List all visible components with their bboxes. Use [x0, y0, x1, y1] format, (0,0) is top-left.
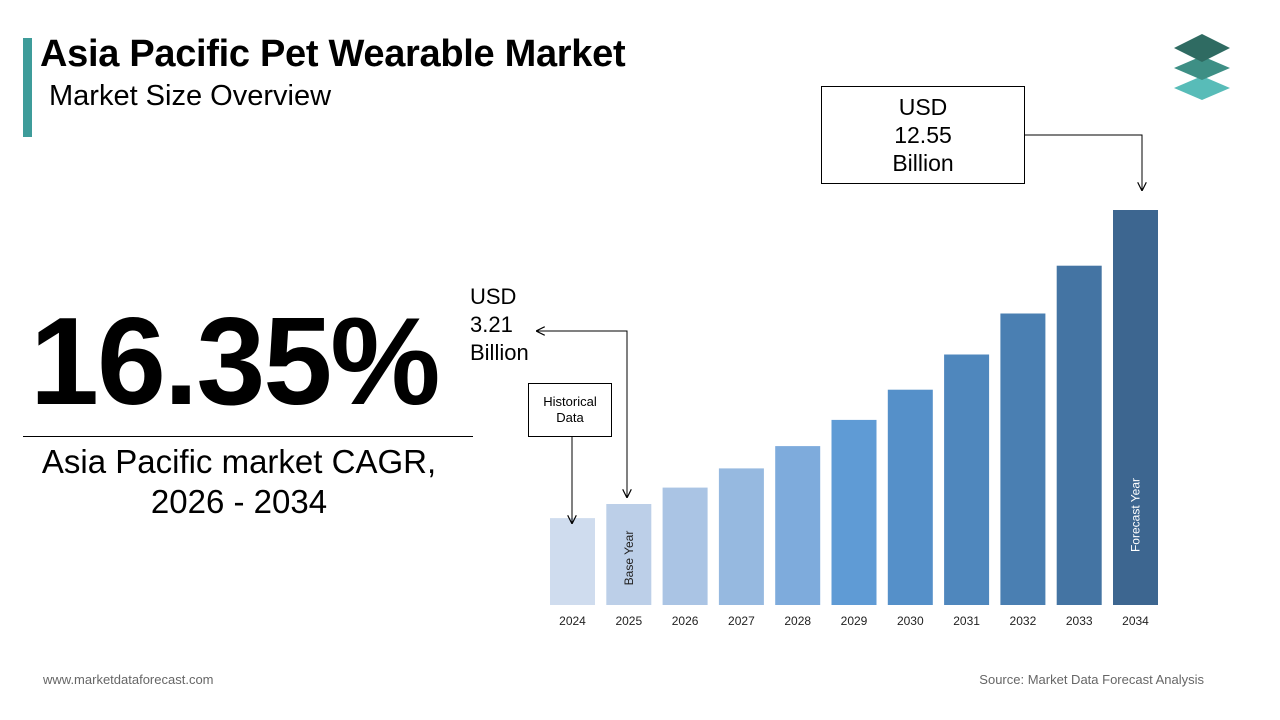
bar-2032: [1000, 313, 1046, 605]
cagr-label-line2: 2026 - 2034: [150, 483, 328, 520]
x-tick-label-2034: 2034: [1122, 614, 1149, 628]
x-tick-label-2028: 2028: [784, 614, 811, 628]
historical-data-callout: Historical Data: [528, 383, 612, 437]
x-tick-label-2027: 2027: [728, 614, 755, 628]
bar-2025: [606, 504, 652, 605]
bar-2026: [662, 487, 708, 605]
cagr-label: Asia Pacific market CAGR, 2026 - 2034: [23, 442, 455, 522]
footer-website: www.marketdataforecast.com: [43, 672, 214, 687]
x-tick-label-2026: 2026: [672, 614, 699, 628]
x-tick-label-2031: 2031: [953, 614, 980, 628]
base-value-arrow: [537, 331, 627, 497]
x-tick-label-2025: 2025: [615, 614, 642, 628]
cagr-label-line1: Asia Pacific market CAGR,: [41, 443, 437, 480]
final-value-callout: USD 12.55 Billion: [821, 86, 1025, 184]
x-tick-label-2032: 2032: [1010, 614, 1037, 628]
bar-2029: [831, 419, 877, 605]
stacked-layers-logo-icon: [1174, 34, 1230, 100]
final-value-arrow: [984, 135, 1142, 190]
bar-2024: [550, 518, 595, 605]
final-value-currency: USD: [898, 94, 948, 120]
historical-label-line2: Data: [556, 410, 584, 425]
cagr-divider: [23, 436, 473, 437]
base-value-unit: Billion: [470, 340, 529, 365]
title-accent-bar: [23, 38, 32, 137]
footer-source: Source: Market Data Forecast Analysis: [979, 672, 1204, 687]
x-tick-label-2024: 2024: [559, 614, 586, 628]
bar-2033: [1056, 265, 1102, 605]
x-tick-label-2030: 2030: [897, 614, 924, 628]
bar-2031: [944, 354, 990, 605]
bar-annotation-2025: Base Year: [622, 531, 636, 586]
historical-label-line1: Historical: [543, 394, 597, 409]
base-value-currency: USD: [470, 284, 517, 309]
page-subtitle: Market Size Overview: [49, 80, 332, 112]
x-tick-label-2029: 2029: [841, 614, 868, 628]
x-tick-label-2033: 2033: [1066, 614, 1093, 628]
bar-2030: [887, 389, 933, 605]
cagr-value: 16.35%: [30, 293, 441, 431]
base-value-callout: USD 3.21 Billion: [470, 283, 529, 367]
base-value-amount: 3.21: [470, 312, 513, 337]
page-title: Asia Pacific Pet Wearable Market: [40, 33, 626, 75]
bar-2027: [718, 468, 764, 605]
final-value-unit: Billion: [892, 150, 954, 176]
final-value-amount: 12.55: [894, 122, 952, 148]
bar-2034: [1113, 210, 1158, 605]
bar-2028: [775, 446, 821, 605]
bar-annotation-2034: Forecast Year: [1129, 478, 1143, 552]
